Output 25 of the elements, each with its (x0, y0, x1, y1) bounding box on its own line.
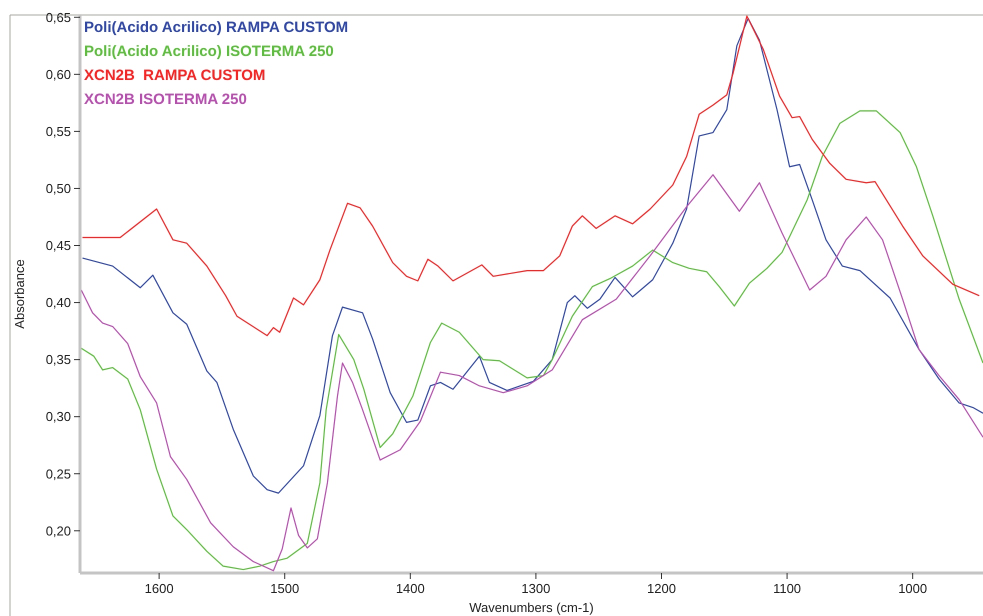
x-tick-label: 1400 (396, 581, 425, 596)
x-axis-title: Wavenumbers (cm-1) (469, 600, 594, 615)
y-tick-label: 0,40 (46, 295, 71, 310)
y-tick-label: 0,20 (46, 523, 71, 538)
y-tick-label: 0,55 (46, 124, 71, 139)
y-tick-label: 0,35 (46, 352, 71, 368)
x-tick-label: 1100 (773, 581, 802, 596)
text: Poli(Acido Acrilico) ISOTERMA 250 (84, 43, 334, 60)
text: Poli(Acido Acrilico) RAMPA CUSTOM (84, 19, 348, 36)
x-tick-label: 1500 (270, 581, 300, 596)
text: XCN2B RAMPA CUSTOM (84, 67, 266, 84)
y-tick-label: 0,45 (46, 238, 71, 254)
y-tick-label: 0,60 (46, 66, 71, 82)
line-series (82, 18, 983, 494)
x-tick-label: 1300 (521, 581, 550, 596)
y-axis-title: Absorbance (12, 259, 27, 329)
y-tick-label: 0,50 (46, 181, 71, 196)
x-tick-label: 1000 (898, 581, 928, 596)
y-tick-label: 0,25 (46, 466, 71, 482)
line-series (82, 16, 980, 336)
y-tick-label: 0,30 (46, 409, 71, 424)
x-tick-label: 1200 (647, 581, 676, 596)
x-tick-label: 1600 (144, 581, 174, 596)
text: XCN2B ISOTERMA 250 (84, 91, 247, 108)
y-tick-label: 0,65 (46, 10, 71, 25)
